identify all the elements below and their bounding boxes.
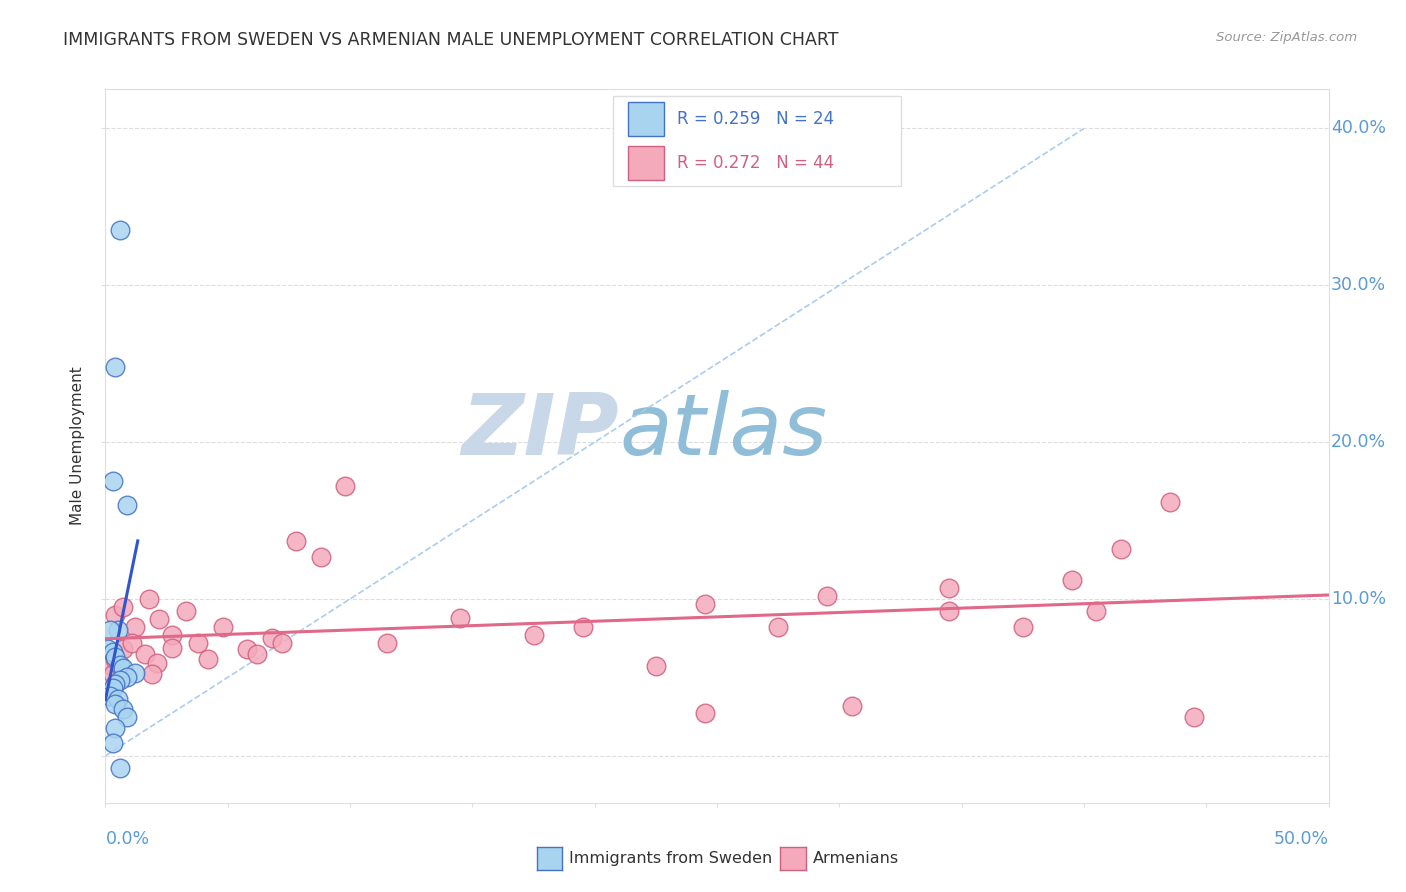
Point [270,636,292,650]
Point [1011,620,1033,634]
Point [101,667,124,681]
Point [104,697,127,711]
Point [841,698,863,713]
Text: 30.0%: 30.0% [1331,277,1386,294]
Text: IMMIGRANTS FROM SWEDEN VS ARMENIAN MALE UNEMPLOYMENT CORRELATION CHART: IMMIGRANTS FROM SWEDEN VS ARMENIAN MALE … [63,31,839,49]
Point [104,359,127,374]
Text: Armenians: Armenians [813,852,898,866]
Text: 20.0%: 20.0% [1331,434,1386,451]
Point [187,636,209,650]
Point [101,475,124,489]
Point [108,673,131,688]
Point [98,624,121,638]
Point [107,624,129,638]
Point [111,642,134,657]
Point [693,706,716,721]
Point [104,676,127,690]
FancyBboxPatch shape [627,102,665,136]
Point [938,581,960,595]
Point [449,611,471,625]
Point [104,721,127,735]
Point [117,498,139,512]
Point [236,642,259,657]
Point [101,681,124,696]
Point [117,709,139,723]
Point [108,761,131,775]
Point [174,604,197,618]
Text: R = 0.272   N = 44: R = 0.272 N = 44 [676,154,834,172]
Text: Source: ZipAtlas.com: Source: ZipAtlas.com [1216,31,1357,45]
Point [375,636,398,650]
Y-axis label: Male Unemployment: Male Unemployment [70,367,86,525]
Point [104,651,127,665]
Point [111,599,134,614]
Point [124,665,146,680]
Point [815,589,838,603]
Point [101,736,124,750]
Point [1182,709,1205,723]
Point [1085,604,1108,618]
Point [309,549,332,564]
Point [101,645,124,659]
Point [108,657,131,672]
Text: 50.0%: 50.0% [1274,830,1329,848]
Point [160,640,183,655]
Point [644,659,668,673]
Point [768,620,790,634]
Point [104,607,127,622]
Point [285,533,308,548]
Text: Immigrants from Sweden: Immigrants from Sweden [569,852,773,866]
Point [260,631,283,645]
Text: atlas: atlas [619,390,827,474]
Point [522,628,544,642]
Point [98,689,121,703]
Point [111,661,134,675]
Point [1159,494,1181,508]
Point [335,479,357,493]
Point [121,636,143,650]
Point [97,642,120,657]
Point [146,657,169,671]
Point [117,670,139,684]
Point [1060,573,1083,587]
Point [98,657,121,672]
Point [104,649,127,664]
Point [693,597,716,611]
Point [111,702,134,716]
Point [107,692,129,706]
Point [138,591,160,606]
Point [571,620,593,634]
Point [141,667,163,681]
Point [1109,541,1132,556]
Point [134,647,156,661]
Point [938,604,960,618]
Text: 0.0%: 0.0% [105,830,149,848]
Point [212,620,235,634]
Point [160,628,183,642]
FancyBboxPatch shape [613,96,900,186]
Text: ZIP: ZIP [461,390,619,474]
Point [124,620,146,634]
Text: 10.0%: 10.0% [1331,590,1386,608]
Point [108,223,131,237]
Text: R = 0.259   N = 24: R = 0.259 N = 24 [676,110,834,128]
Point [148,612,170,626]
Text: 40.0%: 40.0% [1331,120,1386,137]
Point [246,647,269,661]
FancyBboxPatch shape [627,146,665,180]
Point [197,651,219,665]
